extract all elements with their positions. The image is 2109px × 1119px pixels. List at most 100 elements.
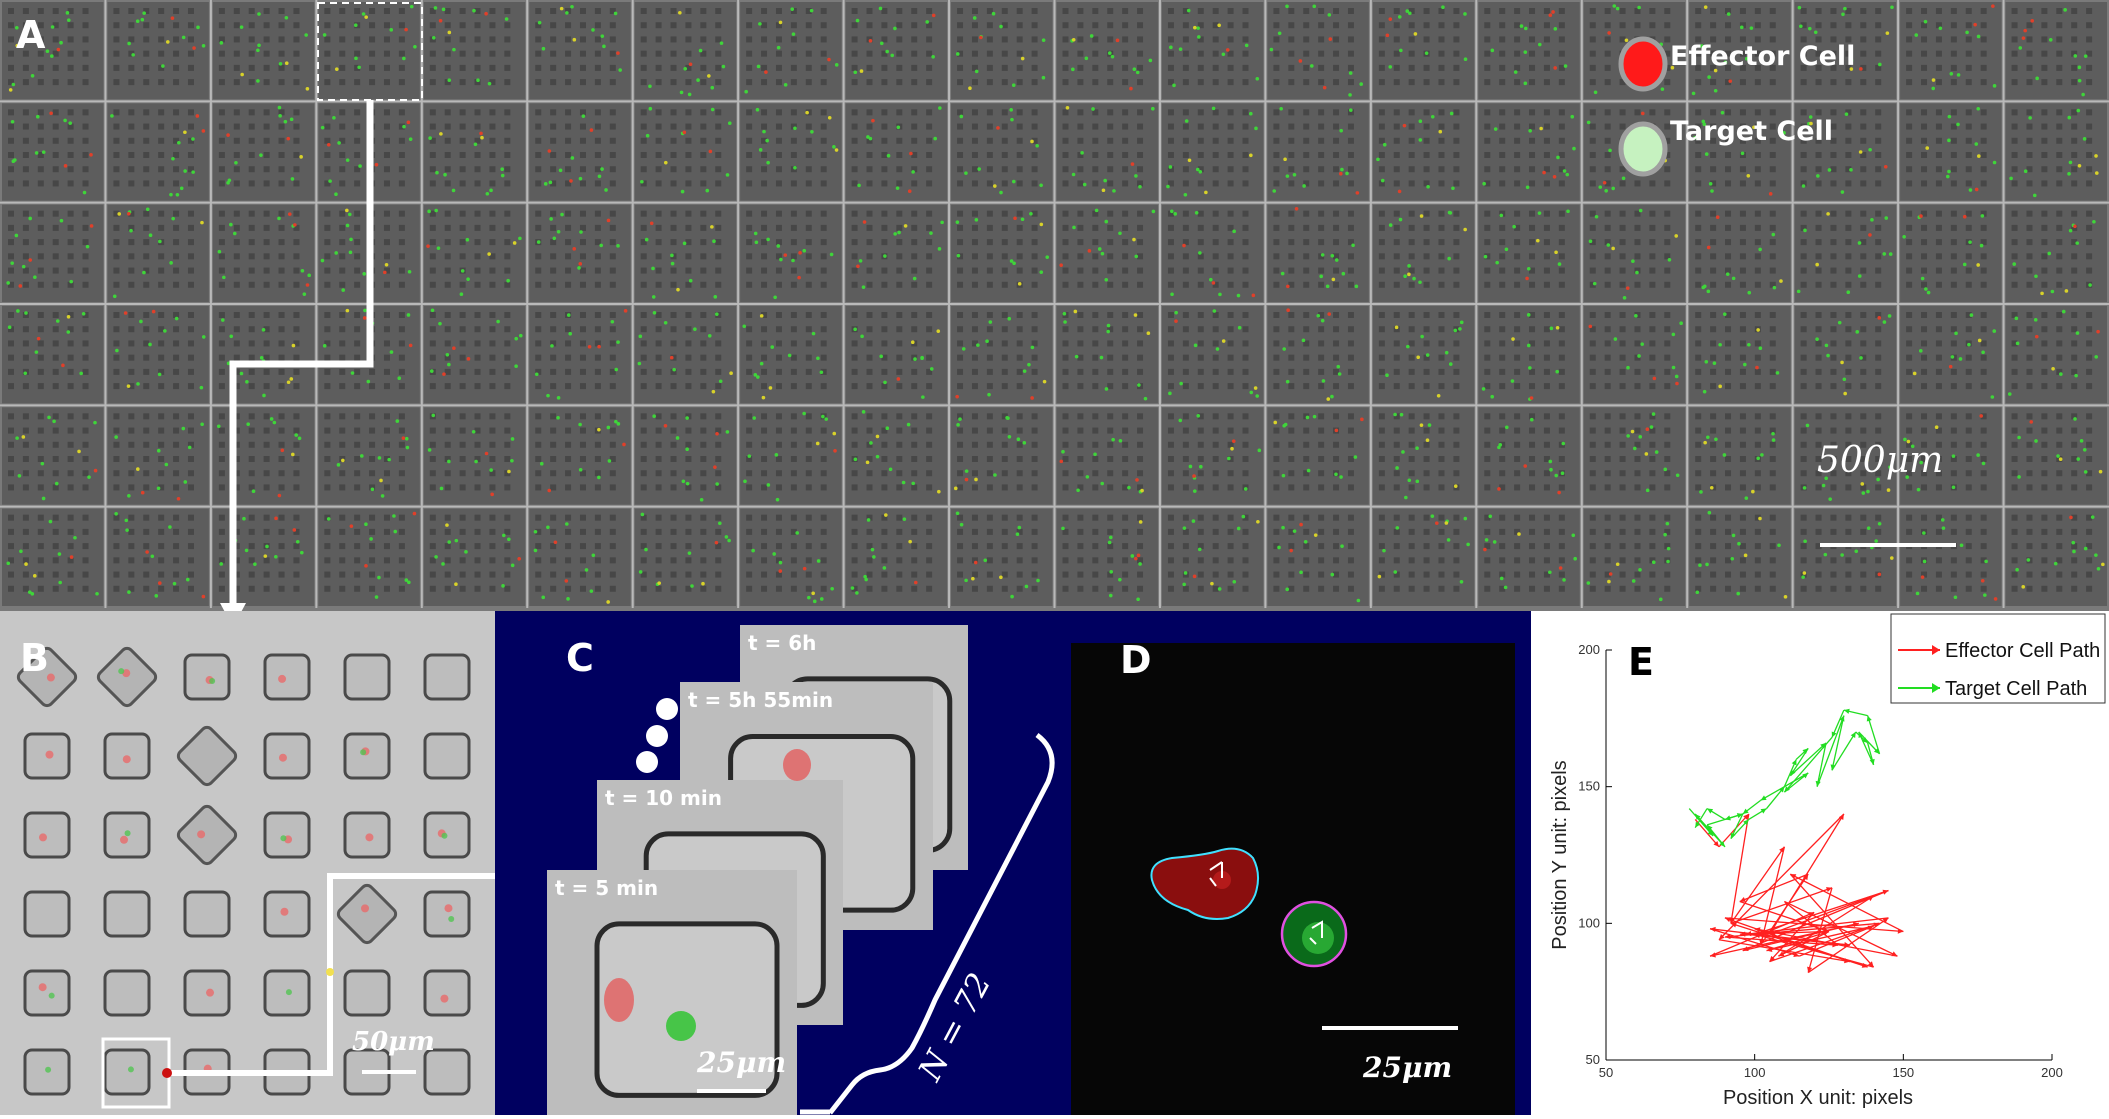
micrograph-tile (2006, 509, 2107, 606)
micrograph-tile-grid (0, 0, 2109, 608)
microwell (185, 655, 229, 699)
y-tick-label: 100 (1578, 915, 1600, 930)
micrograph-tile (318, 2, 419, 99)
micrograph-tile (213, 407, 314, 504)
micrograph-tile (1267, 509, 1368, 606)
microwell (25, 734, 69, 778)
microwell (425, 971, 469, 1015)
micrograph-tile (1689, 407, 1790, 504)
micrograph-tile (635, 2, 736, 99)
micrograph-tile (318, 509, 419, 606)
panel-b-label: B (20, 636, 49, 680)
micrograph-tile (1900, 205, 2001, 302)
microwell (265, 734, 309, 778)
microwell (345, 655, 389, 699)
micrograph-tile (1689, 205, 1790, 302)
target-swatch-icon (1621, 124, 1665, 174)
micrograph-tile (1057, 407, 1158, 504)
micrograph-tile (1057, 509, 1158, 606)
legend-effector-label: Effector Cell (1670, 41, 1855, 72)
micrograph-tile (424, 2, 525, 99)
microwell (265, 971, 309, 1015)
micrograph-tile (740, 407, 841, 504)
micrograph-tile (2006, 103, 2107, 200)
micrograph-tile (951, 509, 1052, 606)
micrograph-tile (1162, 103, 1263, 200)
micrograph-tile (2006, 2, 2107, 99)
legend-target-label: Target Cell (1670, 116, 1833, 147)
micrograph-tile (740, 509, 841, 606)
yellow-marker-dot (326, 968, 334, 976)
panel-e-legend: Effector Cell Path Target Cell Path (1891, 614, 2105, 703)
micrograph-tile (213, 306, 314, 403)
micrograph-tile (846, 103, 947, 200)
micrograph-tile (1795, 509, 1896, 606)
micrograph-tile (846, 509, 947, 606)
microwell (105, 892, 149, 936)
x-tick-label: 50 (1599, 1065, 1613, 1080)
micrograph-tile (529, 509, 630, 606)
micrograph-tile (1584, 509, 1685, 606)
micrograph-tile (213, 2, 314, 99)
microwell (185, 971, 229, 1015)
micrograph-tile (2, 407, 103, 504)
y-tick-label: 150 (1578, 779, 1600, 794)
microwell (105, 971, 149, 1015)
y-tick-label: 200 (1578, 642, 1600, 657)
micrograph-tile (1267, 2, 1368, 99)
frame-time-label: t = 6h (748, 631, 816, 655)
panel-b: B 50μm (0, 611, 548, 1115)
panel-c-scale-label: 25μm (696, 1046, 786, 1079)
target-cell-nucleus (1302, 922, 1334, 954)
micrograph-tile (2, 205, 103, 302)
micrograph-tile (1478, 306, 1579, 403)
micrograph-tile (1900, 509, 2001, 606)
microwell (425, 655, 469, 699)
micrograph-tile (424, 407, 525, 504)
microwell (425, 813, 469, 857)
effector-cell (783, 749, 811, 781)
panel-a-label: A (16, 13, 46, 57)
micrograph-tile (2, 306, 103, 403)
micrograph-tile (2006, 205, 2107, 302)
micrograph-tile (107, 509, 208, 606)
microwell (425, 734, 469, 778)
micrograph-tile (1267, 103, 1368, 200)
micrograph-tile (1373, 306, 1474, 403)
micrograph-tile (1162, 407, 1263, 504)
microwell (265, 655, 309, 699)
microwell (25, 971, 69, 1015)
micrograph-tile (846, 306, 947, 403)
micrograph-tile (1900, 2, 2001, 99)
micrograph-tile (951, 2, 1052, 99)
micrograph-tile (529, 205, 630, 302)
micrograph-tile (1267, 205, 1368, 302)
micrograph-tile (1478, 205, 1579, 302)
micrograph-tile (2006, 306, 2107, 403)
micrograph-tile (107, 205, 208, 302)
micrograph-tile (1057, 306, 1158, 403)
micrograph-tile (846, 2, 947, 99)
x-axis-label: Position X unit: pixels (1723, 1087, 1913, 1109)
micrograph-tile (1900, 103, 2001, 200)
effector-cell (604, 978, 634, 1022)
micrograph-tile (107, 103, 208, 200)
panel-c-label: C (566, 636, 594, 680)
panel-d-scale-label: 25μm (1362, 1051, 1452, 1084)
micrograph-tile (213, 103, 314, 200)
x-tick-label: 150 (1892, 1065, 1914, 1080)
micrograph-tile (635, 103, 736, 200)
micrograph-tile (1162, 306, 1263, 403)
target-cell (666, 1011, 696, 1041)
micrograph-tile (1478, 509, 1579, 606)
microwell (105, 813, 149, 857)
micrograph-tile (529, 103, 630, 200)
micrograph-tile (529, 306, 630, 403)
micrograph-tile (1584, 205, 1685, 302)
micrograph-tile (740, 205, 841, 302)
micrograph-tile (1057, 205, 1158, 302)
micrograph-tile (1057, 2, 1158, 99)
micrograph-tile (318, 407, 419, 504)
